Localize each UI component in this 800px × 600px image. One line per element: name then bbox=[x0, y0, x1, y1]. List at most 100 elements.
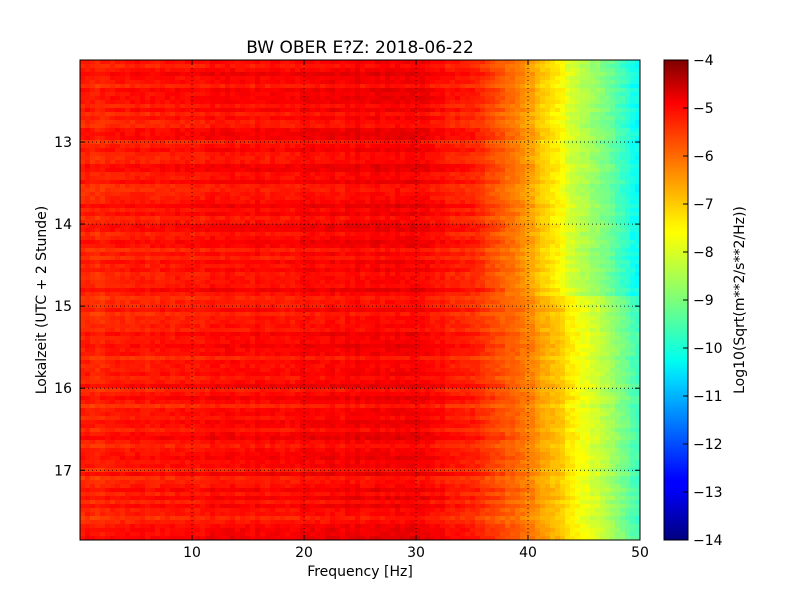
heatmap-cell bbox=[510, 184, 516, 189]
heatmap-cell bbox=[215, 64, 221, 69]
heatmap-cell bbox=[135, 208, 141, 213]
heatmap-cell bbox=[250, 200, 256, 205]
heatmap-cell bbox=[455, 204, 461, 209]
heatmap-cell bbox=[110, 60, 116, 65]
heatmap-cell bbox=[275, 232, 281, 237]
heatmap-cell bbox=[115, 96, 121, 101]
heatmap-cell bbox=[505, 140, 511, 145]
heatmap-cell bbox=[205, 168, 211, 173]
heatmap-cell bbox=[535, 72, 541, 77]
heatmap-cell bbox=[420, 132, 426, 137]
heatmap-cell bbox=[245, 108, 251, 113]
heatmap-cell bbox=[330, 88, 336, 93]
heatmap-cell bbox=[600, 216, 606, 221]
heatmap-cell bbox=[200, 180, 206, 185]
heatmap-cell bbox=[295, 208, 301, 213]
heatmap-cell bbox=[270, 204, 276, 209]
heatmap-cell bbox=[335, 228, 341, 233]
heatmap-cell bbox=[285, 72, 291, 77]
heatmap-cell bbox=[130, 100, 136, 105]
heatmap-cell bbox=[100, 132, 106, 137]
heatmap-cell bbox=[230, 188, 236, 193]
heatmap-cell bbox=[235, 64, 241, 69]
heatmap-cell bbox=[105, 208, 111, 213]
heatmap-cell bbox=[530, 204, 536, 209]
heatmap-cell bbox=[95, 100, 101, 105]
heatmap-cell bbox=[510, 172, 516, 177]
heatmap-cell bbox=[120, 64, 126, 69]
heatmap-cell bbox=[520, 220, 526, 225]
heatmap-cell bbox=[535, 88, 541, 93]
heatmap-cell bbox=[450, 160, 456, 165]
heatmap-cell bbox=[630, 96, 636, 101]
heatmap-cell bbox=[375, 188, 381, 193]
heatmap-cell bbox=[420, 164, 426, 169]
heatmap-cell bbox=[265, 232, 271, 237]
heatmap-cell bbox=[425, 188, 431, 193]
heatmap-cell bbox=[525, 76, 531, 81]
heatmap-cell bbox=[505, 204, 511, 209]
heatmap-cell bbox=[215, 220, 221, 225]
heatmap-cell bbox=[220, 108, 226, 113]
heatmap-cell bbox=[395, 152, 401, 157]
heatmap-cell bbox=[375, 100, 381, 105]
heatmap-cell bbox=[595, 220, 601, 225]
heatmap-cell bbox=[340, 136, 346, 141]
heatmap-cell bbox=[200, 232, 206, 237]
heatmap-cell bbox=[420, 188, 426, 193]
heatmap-cell bbox=[255, 68, 261, 73]
heatmap-cell bbox=[575, 112, 581, 117]
heatmap-cell bbox=[160, 72, 166, 77]
heatmap-cell bbox=[610, 168, 616, 173]
heatmap-cell bbox=[600, 124, 606, 129]
heatmap-cell bbox=[410, 224, 416, 229]
heatmap-cell bbox=[335, 96, 341, 101]
heatmap-cell bbox=[390, 160, 396, 165]
heatmap-cell bbox=[310, 124, 316, 129]
heatmap-cell bbox=[95, 116, 101, 121]
heatmap-cell bbox=[325, 236, 331, 241]
heatmap-cell bbox=[625, 104, 631, 109]
heatmap-cell bbox=[320, 140, 326, 145]
heatmap-cell bbox=[225, 140, 231, 145]
heatmap-cell bbox=[475, 160, 481, 165]
heatmap-cell bbox=[600, 132, 606, 137]
heatmap-cell bbox=[600, 184, 606, 189]
heatmap-cell bbox=[225, 164, 231, 169]
heatmap-cell bbox=[405, 188, 411, 193]
heatmap-cell bbox=[285, 156, 291, 161]
heatmap-cell bbox=[210, 128, 216, 133]
heatmap-cell bbox=[355, 188, 361, 193]
heatmap-cell bbox=[355, 60, 361, 65]
heatmap-cell bbox=[525, 92, 531, 97]
heatmap-cell bbox=[505, 200, 511, 205]
heatmap-cell bbox=[570, 172, 576, 177]
heatmap-cell bbox=[590, 168, 596, 173]
heatmap-cell bbox=[560, 200, 566, 205]
heatmap-cell bbox=[375, 176, 381, 181]
heatmap-cell bbox=[205, 84, 211, 89]
heatmap-cell bbox=[245, 124, 251, 129]
heatmap-cell bbox=[545, 204, 551, 209]
heatmap-cell bbox=[430, 200, 436, 205]
heatmap-cell bbox=[420, 128, 426, 133]
heatmap-cell bbox=[160, 88, 166, 93]
heatmap-cell bbox=[565, 76, 571, 81]
heatmap-cell bbox=[510, 60, 516, 65]
heatmap-cell bbox=[130, 172, 136, 177]
heatmap-cell bbox=[605, 208, 611, 213]
heatmap-cell bbox=[275, 124, 281, 129]
heatmap-cell bbox=[370, 176, 376, 181]
heatmap-cell bbox=[565, 172, 571, 177]
heatmap-cell bbox=[235, 236, 241, 241]
heatmap-cell bbox=[560, 172, 566, 177]
heatmap-cell bbox=[185, 224, 191, 229]
heatmap-cell bbox=[530, 228, 536, 233]
heatmap-cell bbox=[250, 152, 256, 157]
heatmap-cell bbox=[130, 232, 136, 237]
heatmap-cell bbox=[605, 100, 611, 105]
heatmap-cell bbox=[490, 124, 496, 129]
heatmap-cell bbox=[615, 60, 621, 65]
heatmap-cell bbox=[295, 108, 301, 113]
heatmap-cell bbox=[390, 148, 396, 153]
